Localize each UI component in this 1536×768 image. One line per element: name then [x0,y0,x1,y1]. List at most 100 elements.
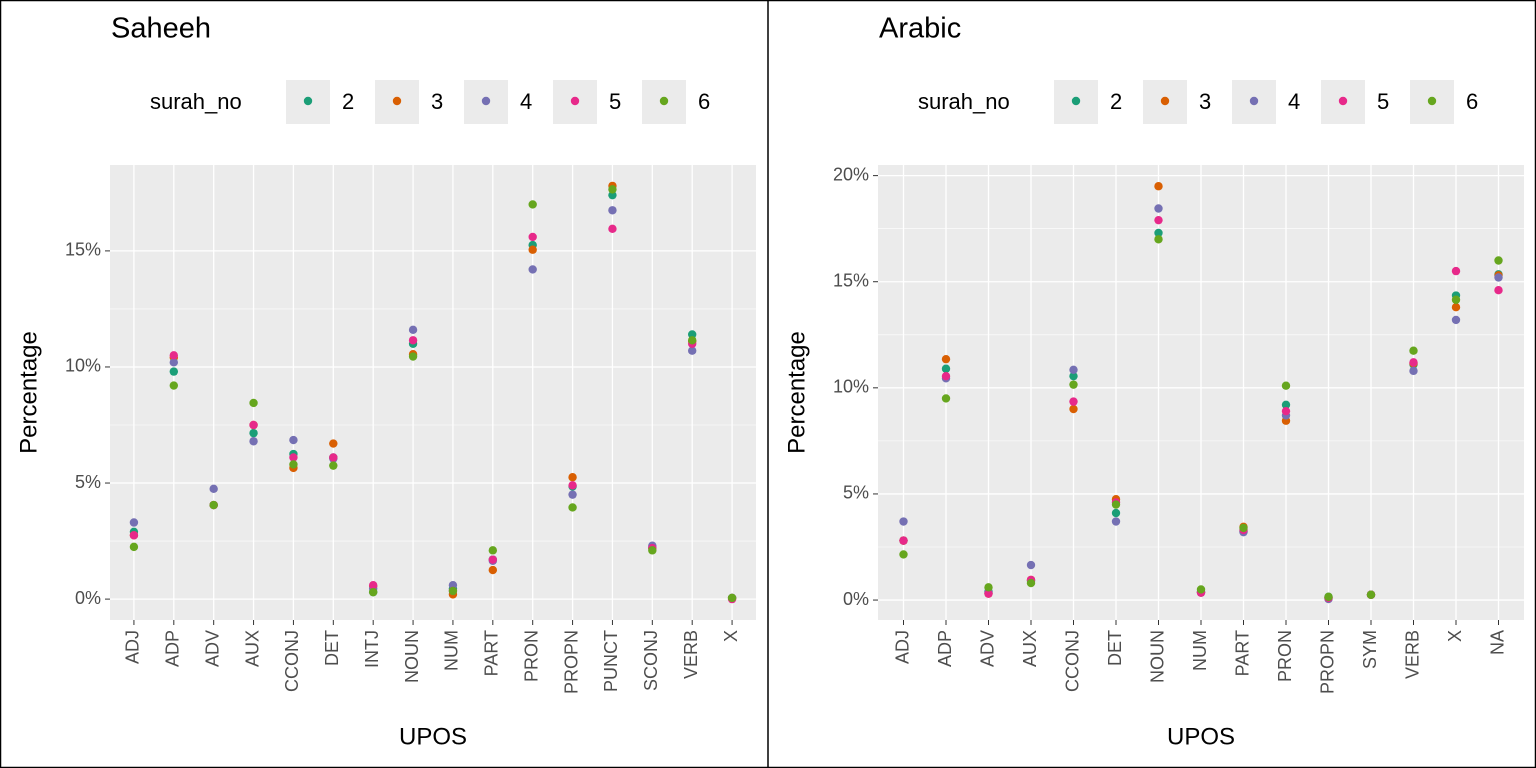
y-axis-title: Percentage [15,331,42,454]
legend-marker [1071,96,1081,106]
legend-label: 3 [1199,89,1211,114]
point [1154,228,1163,238]
x-tick-label: ADJ [892,630,912,664]
point [1409,366,1418,376]
legend-label: 3 [431,89,443,114]
point [408,336,418,345]
x-tick-label: NUM [1190,630,1210,671]
point [1281,406,1291,416]
point [1154,215,1163,225]
point [329,453,338,462]
y-tick-label: 15% [65,240,101,260]
point [1026,578,1036,588]
x-tick-label: ADV [202,630,222,667]
point [528,265,537,274]
point [1451,266,1461,276]
x-tick-label: PROPN [561,630,581,694]
x-tick-label: CCONJ [282,630,302,692]
point [687,346,697,355]
point [329,461,338,470]
x-tick-label: X [721,630,741,642]
y-axis-title: Percentage [783,331,810,454]
x-tick-label: SCONJ [641,630,661,691]
point [984,583,993,592]
y-tick-label: 10% [65,356,101,376]
legend-label: 6 [1466,89,1478,114]
x-tick-label: PRON [521,630,541,682]
point [941,354,951,364]
point [169,367,179,376]
x-tick-label: NA [1487,630,1507,655]
point [129,531,139,540]
x-tick-label: VERB [681,630,701,679]
point [941,364,951,373]
point [941,371,951,381]
point [1069,380,1078,389]
x-axis-title: UPOS [1167,723,1235,750]
point [488,555,498,564]
point [1451,315,1461,325]
x-tick-label: DET [322,630,342,666]
point [528,245,537,254]
legend-label: 5 [609,89,621,114]
x-tick-label: AUX [242,630,262,667]
point [1069,404,1078,414]
point [1494,286,1503,295]
point [727,593,737,603]
point [448,580,458,590]
legend-label: 5 [1377,89,1389,114]
point [1154,235,1163,244]
point [1069,397,1078,406]
point [1451,302,1461,312]
x-tick-label: PART [1232,630,1252,676]
point [488,546,498,555]
legend-marker [1427,96,1437,106]
legend-marker [303,96,313,106]
point [608,185,617,194]
x-tick-label: AUX [1020,630,1040,667]
point [568,481,577,490]
point [1111,508,1121,518]
x-tick-label: PUNCT [601,630,621,692]
point [368,580,378,590]
point [289,435,298,445]
legend-title: surah_no [150,89,242,114]
point [1154,182,1163,191]
point [1069,371,1078,381]
legend-marker [1249,96,1259,106]
legend-label: 2 [1110,89,1122,114]
point [1111,500,1121,509]
legend-label: 2 [342,89,354,114]
point [289,460,298,469]
point [249,428,258,438]
y-tick-label: 5% [843,483,869,503]
panel-title: Arabic [879,13,961,45]
point [209,484,218,494]
point [289,453,298,462]
point [408,352,418,361]
y-tick-label: 0% [75,588,101,608]
legend-marker [1338,96,1348,106]
point [1409,346,1418,355]
point [129,542,139,552]
point [1366,590,1376,599]
point [209,500,218,510]
point [169,381,179,390]
point [448,586,458,596]
point [1494,256,1503,265]
y-tick-label: 15% [833,270,869,290]
x-tick-label: ADV [977,630,997,667]
x-tick-label: DET [1105,630,1125,666]
point [899,536,908,545]
point [568,503,577,512]
point [899,517,908,526]
legend-title: surah_no [918,89,1010,114]
point [169,351,179,360]
point [1111,517,1121,526]
point [1451,295,1461,304]
y-tick-label: 5% [75,472,101,492]
point [984,589,993,598]
point [687,330,697,339]
